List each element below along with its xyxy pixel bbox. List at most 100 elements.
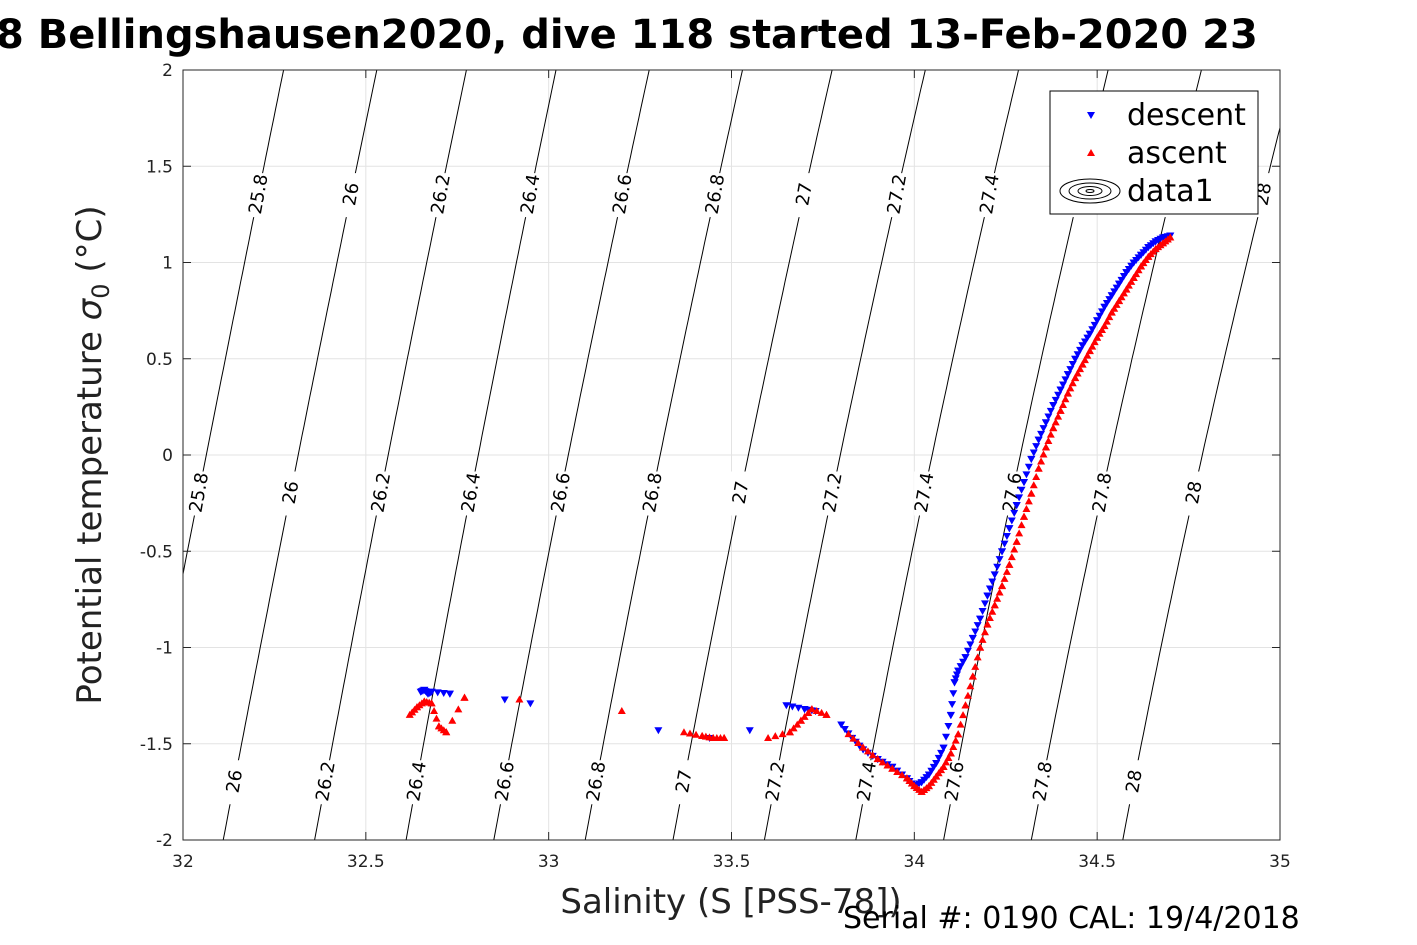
descent-point-interp — [932, 760, 941, 768]
contour-label-bg — [856, 760, 877, 805]
y-axis-label-unit: (°C) — [70, 205, 110, 283]
ascent-point-interp — [778, 730, 787, 738]
ascent-point-interp — [1019, 512, 1028, 520]
descent-point-interp — [949, 690, 958, 698]
contour-label-bg — [886, 173, 907, 218]
ascent-point-interp — [1124, 281, 1133, 289]
contour-label-bg — [765, 760, 786, 805]
contour-label-bg — [822, 471, 843, 516]
x-tick-label: 34.5 — [1078, 852, 1116, 872]
descent-point-interp — [946, 712, 955, 720]
ascent-point-interp — [951, 736, 960, 744]
ascent-point-interp — [720, 733, 729, 741]
descent-point-interp — [995, 556, 1004, 564]
descent-point-interp — [942, 733, 951, 741]
ascent-point — [617, 707, 626, 715]
ascent-point-interp — [1088, 342, 1097, 350]
descent-point-interp — [993, 563, 1002, 571]
ascent-point-interp — [1083, 351, 1092, 359]
contour-label-bg — [914, 471, 935, 516]
contour-label-bg — [340, 173, 361, 218]
contour-label: 28 — [1182, 479, 1207, 505]
descent-point-interp — [1017, 486, 1026, 494]
ascent-point-interp — [971, 662, 980, 670]
descent-point-interp — [944, 723, 953, 731]
ascent-point-interp — [1054, 412, 1063, 420]
ascent-point-interp — [942, 758, 951, 766]
contour-label-bg — [406, 760, 427, 805]
ascent-point — [679, 728, 688, 736]
ascent-point-interp — [1017, 521, 1026, 529]
ascent-point-interp — [954, 730, 963, 738]
contour-label-bg — [460, 471, 481, 516]
ascent-point-interp — [956, 720, 965, 728]
descent-point-interp — [1034, 436, 1043, 444]
descent-point-interp — [1039, 425, 1048, 433]
descent-point-interp — [1019, 479, 1028, 487]
ascent-point-interp — [785, 728, 794, 736]
contour-label: 27 — [729, 479, 754, 505]
ascent-point-interp — [1046, 430, 1055, 438]
ascent-point-interp — [1100, 322, 1109, 330]
ascent-point-interp — [993, 594, 1002, 602]
y-tick-label: 1 — [162, 254, 173, 274]
contour-label-bg — [1183, 471, 1204, 516]
ascent-point-interp — [1071, 374, 1080, 382]
grid — [183, 70, 1280, 840]
descent-point-interp — [1054, 391, 1063, 399]
contour-label-bg — [224, 760, 245, 805]
ascent-point-interp — [1012, 537, 1021, 545]
ascent-point-interp — [1095, 329, 1104, 337]
ascent-point-interp — [995, 588, 1004, 596]
ascent-point-interp — [998, 582, 1007, 590]
ascent-point-interp — [1061, 395, 1070, 403]
ascent-point-interp — [868, 751, 877, 759]
contour-label-bg — [550, 471, 571, 516]
descent-point-interp — [1093, 317, 1102, 325]
ascent-point-interp — [1112, 300, 1121, 308]
y-axis-label: Potential temperature σ0 (°C) — [70, 205, 115, 704]
descent-point — [745, 727, 754, 735]
descent-point-interp — [1044, 413, 1053, 421]
ascent-point-interp — [692, 730, 701, 738]
ascent-point-interp — [1032, 472, 1041, 480]
ascent-point-interp — [793, 720, 802, 728]
ascent-point-interp — [849, 734, 858, 742]
descent-point-interp — [966, 641, 975, 649]
contour-label-bg — [793, 173, 814, 218]
ascent-point-interp — [454, 705, 463, 713]
x-tick-label: 34 — [904, 852, 926, 872]
descent-point-interp — [433, 689, 442, 697]
ascent-point-interp — [1015, 529, 1024, 537]
descent-point-interp — [973, 622, 982, 630]
contour-label: 26 — [279, 479, 304, 505]
ascent-point-interp — [1132, 270, 1141, 278]
descent-point — [500, 696, 509, 704]
y-axis-label-sub: 0 — [87, 283, 115, 298]
descent-point-interp — [1010, 509, 1019, 517]
descent-point-interp — [1049, 402, 1058, 410]
descent-point-interp — [1032, 443, 1041, 451]
contour-label-bg — [612, 173, 633, 218]
ascent-point-interp — [1073, 369, 1082, 377]
ascent-point-interp — [858, 743, 867, 751]
ascent-point-interp — [883, 761, 892, 769]
contour-label-bg — [280, 471, 301, 516]
descent-point-interp — [939, 744, 948, 752]
contour-label-bg — [979, 173, 1000, 218]
ascent-point-interp — [1027, 489, 1036, 497]
descent-point-interp — [1056, 386, 1065, 394]
descent-point-interp — [1046, 407, 1055, 415]
ascent-point-interp — [1034, 464, 1043, 472]
ascent-point-interp — [1110, 304, 1119, 312]
x-tick-label: 32 — [172, 852, 194, 872]
descent-point-interp — [934, 754, 943, 762]
ascent-point-interp — [1122, 285, 1131, 293]
ascent-point-interp — [985, 614, 994, 622]
contour-label-bg — [520, 173, 541, 218]
descent-point-interp — [1037, 430, 1046, 438]
descent-point-interp — [1029, 449, 1038, 457]
ascent-point-interp — [1117, 293, 1126, 301]
ascent-point-interp — [1066, 384, 1075, 392]
